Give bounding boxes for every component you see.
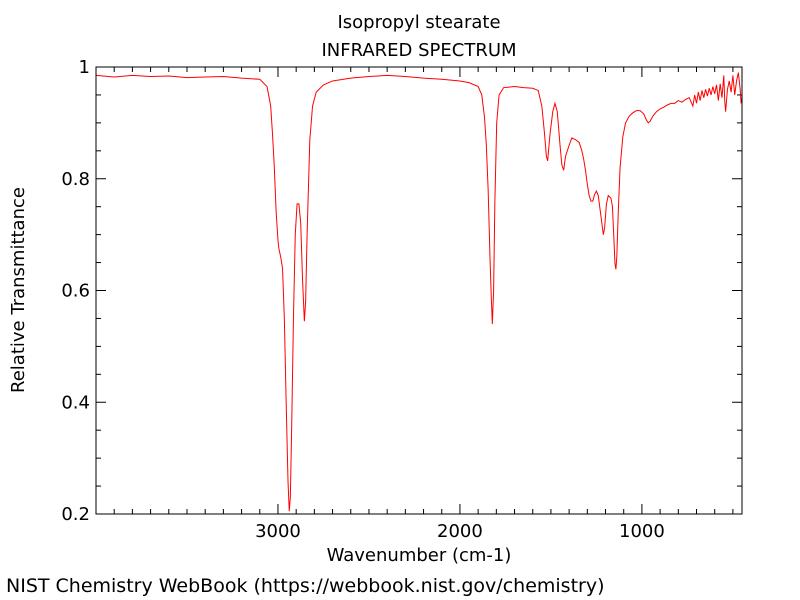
axis-ticks: [96, 67, 742, 514]
x-tick-label: 2000: [437, 521, 483, 542]
y-tick-label: 1: [79, 57, 90, 78]
x-axis-label: Wavenumber (cm-1): [327, 545, 512, 566]
x-tick-label: 3000: [255, 521, 301, 542]
y-tick-label: 0.8: [61, 169, 90, 190]
x-tick-label: 1000: [619, 521, 665, 542]
y-tick-label: 0.4: [61, 392, 90, 413]
chart-subtitle: INFRARED SPECTRUM: [321, 40, 516, 61]
nist-credit: NIST Chemistry WebBook (https://webbook.…: [6, 575, 605, 597]
axis-tick-labels: 3000 2000 1000 1 0.8 0.6 0.4 0.2: [61, 57, 664, 542]
spectrum-line: [95, 72, 743, 512]
chart-title: Isopropyl stearate: [337, 12, 500, 33]
y-axis-label: Relative Transmittance: [8, 187, 29, 393]
y-tick-label: 0.6: [61, 281, 90, 302]
y-tick-label: 0.2: [61, 504, 90, 525]
plot-frame: [95, 66, 743, 515]
